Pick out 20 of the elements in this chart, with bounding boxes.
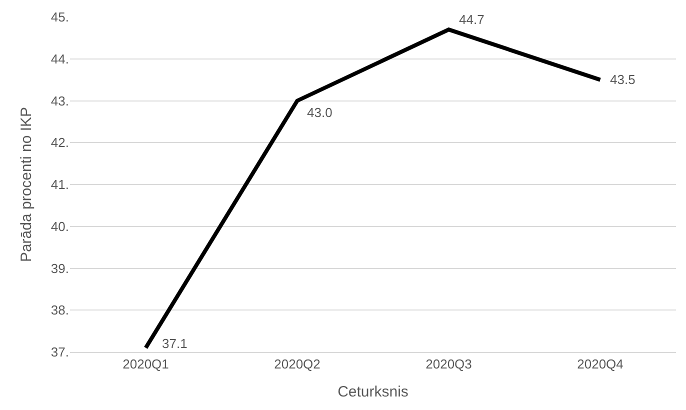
- x-tick-label: 2020Q2: [274, 356, 320, 372]
- y-tick-label: 40.: [50, 218, 69, 234]
- data-label: 44.7: [459, 12, 484, 27]
- y-axis-title: Parāda procenti no IKP: [18, 106, 36, 262]
- y-tick-label: 39.: [50, 260, 69, 276]
- data-label: 43.5: [610, 72, 636, 87]
- x-tick-label: 2020Q4: [577, 356, 624, 372]
- x-tick-label: 2020Q1: [122, 356, 169, 372]
- x-axis-title: Ceturksnis: [338, 384, 408, 401]
- data-label: 43.0: [307, 105, 332, 120]
- y-tick-label: 41.: [50, 177, 69, 192]
- y-tick-label: 43.: [50, 93, 69, 108]
- y-tick-label: 37.: [50, 344, 69, 360]
- data-label: 37.1: [162, 336, 188, 351]
- y-tick-label: 45.: [50, 10, 69, 25]
- y-tick-label: 44.: [50, 51, 69, 66]
- y-tick-label: 38.: [50, 302, 69, 318]
- line-series: [144, 28, 602, 350]
- x-tick-label: 2020Q3: [426, 356, 472, 372]
- y-tick-label: 42.: [50, 135, 69, 150]
